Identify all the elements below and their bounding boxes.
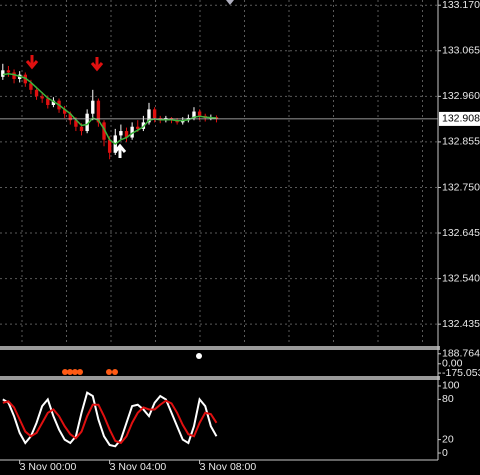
panel-separator <box>0 376 440 380</box>
candle-body <box>119 131 123 136</box>
candle-body <box>34 89 39 97</box>
candle-body <box>192 111 196 119</box>
y-tick-label: 132.540 <box>442 272 480 284</box>
y-tick-label: 133.170 <box>442 0 480 11</box>
y-tick-label: 132.435 <box>442 318 480 330</box>
candle-body <box>124 131 129 138</box>
candle-body <box>51 100 56 106</box>
y-tick-label: 188.7649 <box>442 348 480 360</box>
shift-marker <box>226 0 234 5</box>
y-tick-label: 0 <box>442 447 448 459</box>
candle-body <box>152 109 157 119</box>
x-tick-label: 3 Nov 04:00 <box>110 461 167 473</box>
y-tick-label: 80 <box>442 393 454 405</box>
oscillator-line <box>2 399 218 445</box>
candle-body <box>46 98 50 106</box>
candle-body <box>96 100 101 123</box>
last-price-label: 132.908 <box>442 113 480 125</box>
candle-body <box>147 109 151 123</box>
y-tick-label: 132.960 <box>442 90 480 102</box>
candle-body <box>91 100 95 114</box>
panel-separator <box>0 346 440 350</box>
candle-body <box>107 139 112 153</box>
candle-body <box>6 70 11 73</box>
x-tick-label: 3 Nov 08:00 <box>200 461 257 473</box>
candle-body <box>40 96 44 99</box>
candle-body <box>1 70 5 77</box>
last-price-box <box>439 111 480 126</box>
moving-average <box>2 73 217 146</box>
sell-arrow <box>90 57 104 72</box>
y-tick-label: 20 <box>442 433 454 445</box>
candle-body <box>197 111 202 116</box>
candle-body <box>29 83 33 90</box>
candle-body <box>68 113 72 121</box>
y-tick-label: 132.855 <box>442 136 480 148</box>
candle-body <box>74 120 78 127</box>
candle-body <box>130 126 134 138</box>
signal-dots <box>62 353 202 375</box>
y-tick-label: 100 <box>442 380 460 392</box>
y-tick-label: 133.065 <box>442 45 480 57</box>
y-tick-label: 132.645 <box>442 227 480 239</box>
candle-body <box>136 126 140 129</box>
candle-body <box>62 109 67 114</box>
candle-body <box>12 72 16 79</box>
candle-body <box>102 122 106 140</box>
candle-body <box>85 113 89 132</box>
x-tick-label: 3 Nov 00:00 <box>20 461 77 473</box>
candle-body <box>79 126 84 132</box>
sell-arrow <box>25 55 39 70</box>
y-tick-label: 132.750 <box>442 181 480 193</box>
y-tick-label: -175.053 <box>442 367 480 379</box>
y-tick-label: 0.00 <box>442 358 463 370</box>
oscillator-line <box>2 391 218 448</box>
